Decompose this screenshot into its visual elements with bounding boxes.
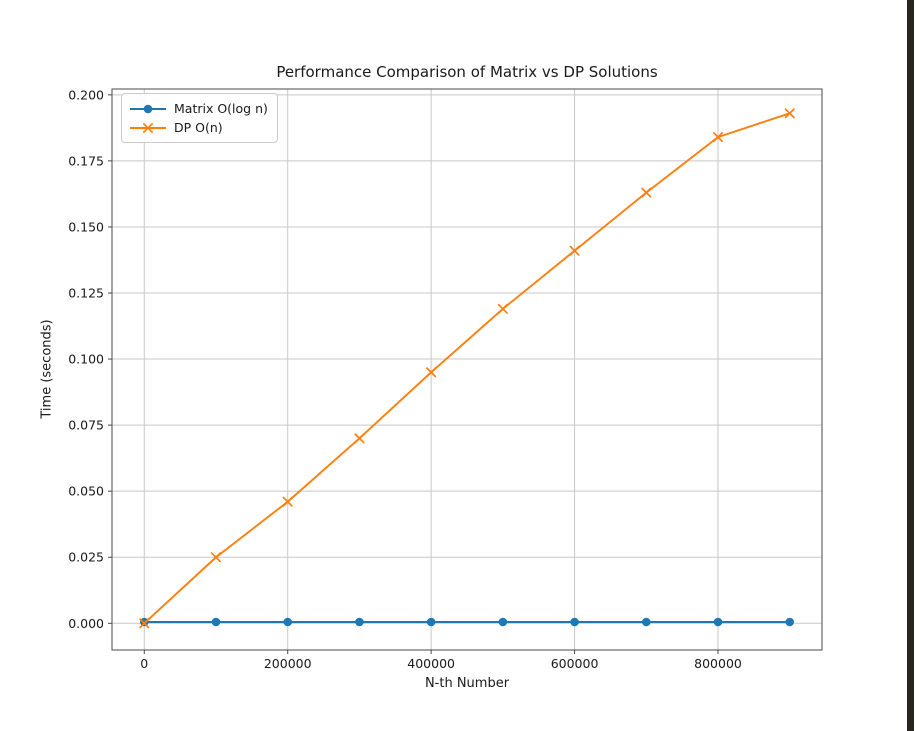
y-tick-label: 0.075: [68, 418, 104, 433]
x-marker-icon: [142, 122, 154, 133]
y-tick-label: 0.200: [68, 87, 104, 102]
circle-marker-icon: [283, 617, 293, 627]
circle-marker-icon: [143, 104, 153, 113]
x-tick-label: 800000: [694, 656, 742, 671]
legend: Matrix O(log n) DP O(n): [121, 93, 278, 143]
x-tick-label: 0: [140, 656, 148, 671]
legend-line-sample-circle-marker-icon: [130, 104, 166, 113]
x-marker-icon: [641, 187, 652, 198]
x-marker-icon: [139, 618, 150, 629]
legend-item-dp: DP O(n): [129, 118, 268, 137]
x-marker-icon: [426, 367, 437, 378]
y-tick-label: 0.175: [68, 153, 104, 168]
legend-label-matrix: Matrix O(log n): [174, 101, 268, 116]
y-tick-label: 0.000: [68, 616, 104, 631]
axes-frame: [111, 88, 823, 651]
x-tick-label: 200000: [264, 656, 312, 671]
x-marker-icon: [784, 108, 795, 119]
y-tick-label: 0.050: [68, 484, 104, 499]
circle-marker-icon: [641, 617, 651, 627]
legend-label-dp: DP O(n): [174, 120, 223, 135]
x-marker-icon: [210, 552, 222, 563]
x-marker-icon: [354, 433, 365, 444]
chart-title: Performance Comparison of Matrix vs DP S…: [276, 63, 658, 81]
y-tick-label: 0.125: [68, 286, 104, 301]
x-tick-label: 600000: [551, 656, 599, 671]
circle-marker-icon: [355, 617, 364, 627]
x-marker-icon: [497, 303, 508, 314]
legend-line-sample-x-marker-icon: [130, 122, 166, 133]
circle-marker-icon: [426, 617, 436, 627]
y-tick-label: 0.100: [68, 352, 104, 367]
series-line-1: [143, 112, 791, 625]
y-tick-label: 0.025: [68, 550, 104, 565]
circle-marker-icon: [570, 617, 579, 627]
x-axis-label: N-th Number: [424, 676, 510, 691]
x-marker-icon: [282, 496, 293, 507]
circle-marker-icon: [139, 617, 149, 627]
circle-marker-icon: [713, 617, 723, 627]
circle-marker-icon: [785, 617, 795, 627]
x-marker-icon: [712, 132, 724, 143]
y-tick-label: 0.150: [68, 219, 104, 234]
circle-marker-icon: [498, 617, 508, 627]
x-tick-label: 400000: [407, 656, 455, 671]
right-window-border: [907, 0, 914, 731]
legend-item-matrix: Matrix O(log n): [129, 99, 268, 118]
y-axis-label: Time (seconds): [39, 319, 55, 419]
circle-marker-icon: [211, 617, 221, 627]
x-marker-icon: [569, 245, 580, 256]
